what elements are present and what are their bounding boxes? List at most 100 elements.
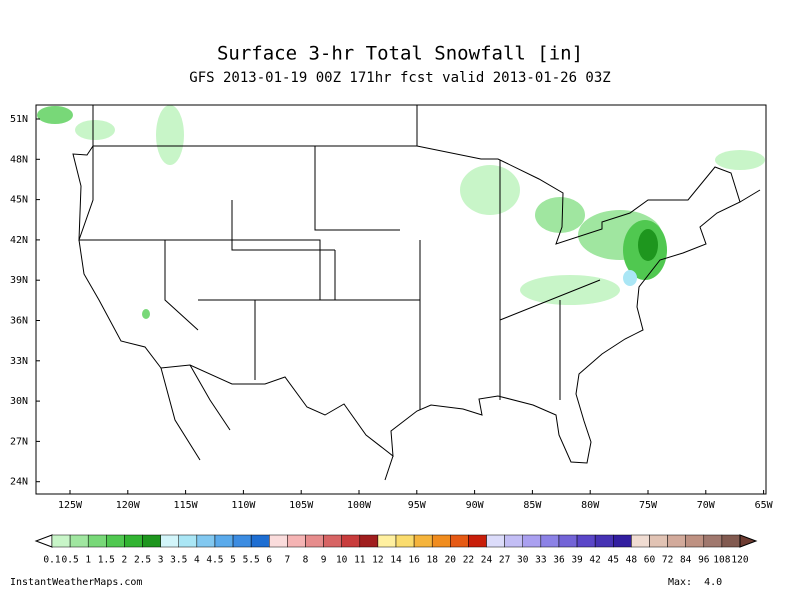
colorbar-label: 4.5 [206, 555, 223, 566]
snow-areas [37, 105, 765, 319]
colorbar-label: 120 [731, 555, 748, 566]
lat-label: 24N [10, 477, 28, 488]
colorbar-box [613, 534, 632, 548]
colorbar-label: 3.5 [170, 555, 187, 566]
colorbar-box [721, 534, 741, 548]
colorbar-box [649, 534, 668, 548]
colorbar-label: 9 [321, 555, 327, 566]
lon-label: 115W [174, 500, 199, 511]
colorbar-box [504, 534, 523, 548]
lon-label: 105W [289, 500, 314, 511]
colorbar-label: 0.5 [62, 555, 79, 566]
lon-label: 110W [231, 500, 256, 511]
colorbar-box [486, 534, 505, 548]
colorbar-box [558, 534, 578, 548]
colorbar-label: 72 [662, 555, 673, 566]
lat-label: 27N [10, 436, 28, 447]
lon-label: 85W [523, 500, 542, 511]
colorbar-box [87, 534, 107, 548]
colorbar-label: 20 [445, 555, 457, 566]
colorbar-box [214, 534, 234, 548]
colorbar-box [142, 534, 161, 548]
colorbar-label: 45 [608, 555, 619, 566]
lat-label: 39N [10, 275, 28, 286]
colorbar-box [250, 534, 270, 548]
colorbar-box [522, 534, 542, 548]
colorbar-label: 0.1 [43, 555, 60, 566]
colorbar-label: 14 [390, 555, 402, 566]
colorbar-label: 96 [698, 555, 710, 566]
colorbar-label: 16 [408, 555, 420, 566]
colorbar-box [69, 534, 89, 548]
lon-label: 75W [639, 500, 658, 511]
colorbar-label: 7 [285, 555, 291, 566]
colorbar-box [631, 534, 650, 548]
lat-label: 51N [10, 114, 28, 125]
colorbar-label: 1 [85, 555, 91, 566]
colorbar-box [431, 534, 451, 548]
colorbar-label: 60 [644, 555, 656, 566]
lon-label: 80W [581, 500, 600, 511]
colorbar-box [450, 534, 469, 548]
colorbar-label: 2.5 [134, 555, 151, 566]
colorbar-label: 42 [589, 555, 600, 566]
colorbar-box [413, 534, 433, 548]
colorbar-label: 108 [713, 555, 730, 566]
colorbar-label: 2 [122, 555, 128, 566]
lon-label: 70W [697, 500, 716, 511]
colorbar-box [323, 534, 342, 548]
colorbar-label: 33 [535, 555, 546, 566]
colorbar-box [341, 534, 361, 548]
lon-label: 95W [408, 500, 427, 511]
colorbar-label: 1.5 [98, 555, 115, 566]
colorbar-label: 30 [517, 555, 529, 566]
title: Surface 3-hr Total Snowfall [in] [217, 43, 583, 65]
colorbar-label: 11 [354, 555, 366, 566]
colorbar-box [269, 534, 288, 548]
subtitle: GFS 2013-01-19 00Z 171hr fcst valid 2013… [189, 70, 610, 86]
colorbar-label: 3 [158, 555, 164, 566]
colorbar-box [703, 534, 723, 548]
lon-label: 100W [347, 500, 372, 511]
colorbar-box [232, 534, 252, 548]
colorbar-box [395, 534, 415, 548]
colorbar-box [124, 534, 143, 548]
colorbar-box [160, 534, 179, 548]
map-borders [72, 105, 761, 481]
colorbar-box [667, 534, 686, 548]
lon-label: 120W [116, 500, 141, 511]
colorbar-label: 5.5 [243, 555, 260, 566]
lon-label: 65W [755, 500, 774, 511]
max-value: Max: 4.0 [668, 577, 722, 588]
map-frame [35, 104, 767, 495]
colorbar-label: 24 [481, 555, 493, 566]
colorbar-box [51, 534, 71, 548]
colorbar-end [739, 534, 758, 548]
colorbar-box [685, 534, 705, 548]
colorbar-label: 12 [372, 555, 383, 566]
colorbar-label: 6 [266, 555, 272, 566]
colorbar-box [540, 534, 560, 548]
source: InstantWeatherMaps.com [10, 577, 142, 588]
colorbar-label: 36 [553, 555, 565, 566]
colorbar-label: 8 [303, 555, 309, 566]
colorbar-box [576, 534, 596, 548]
lat-label: 36N [10, 316, 28, 327]
colorbar-box [594, 534, 614, 548]
lat-label: 33N [10, 356, 28, 367]
colorbar-box [377, 534, 397, 548]
lat-label: 45N [10, 195, 28, 206]
colorbar-box [178, 534, 198, 548]
colorbar-label: 4 [194, 555, 200, 566]
colorbar-box [359, 534, 379, 548]
colorbar-label: 27 [499, 555, 510, 566]
lon-label: 90W [466, 500, 485, 511]
colorbar-box [196, 534, 216, 548]
colorbar-box [106, 534, 125, 548]
lon-label: 125W [58, 500, 83, 511]
colorbar-label: 10 [336, 555, 348, 566]
colorbar-label: 5 [230, 555, 236, 566]
axis-labels: 51N 48N 45N 42N 39N 36N 33N 30N 27N 24N 125W 120W 11… [10, 114, 774, 511]
colorbar-label: 39 [571, 555, 583, 566]
